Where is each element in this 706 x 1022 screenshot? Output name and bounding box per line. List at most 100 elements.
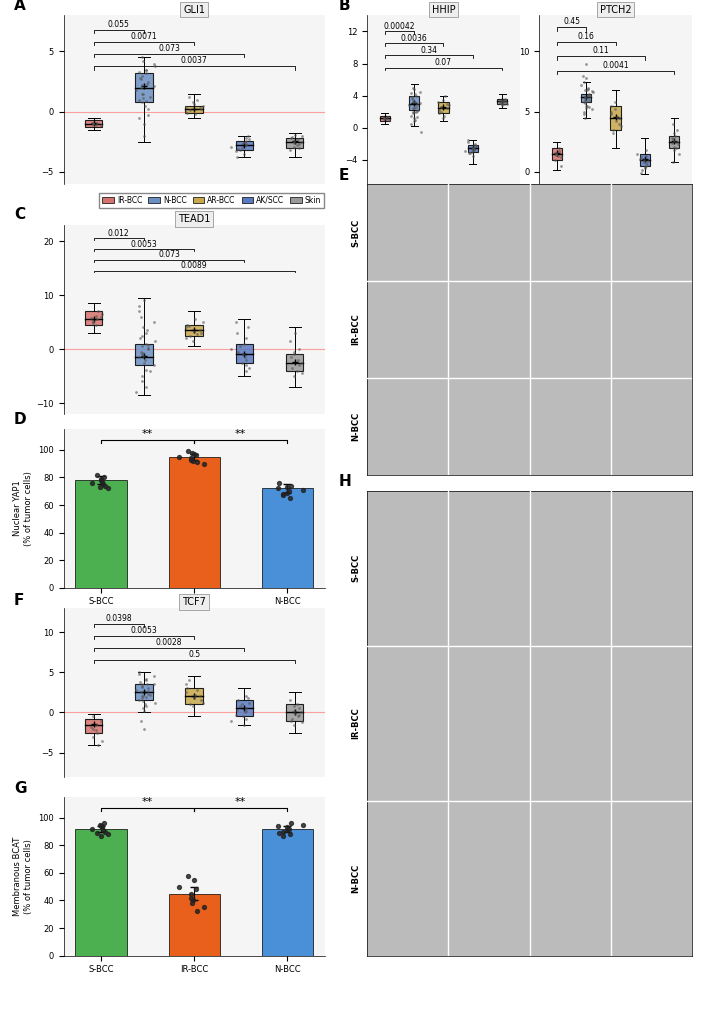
Point bbox=[605, 103, 616, 120]
Point bbox=[232, 702, 243, 718]
Point bbox=[288, 716, 299, 733]
Bar bbox=[438, 102, 448, 113]
Point bbox=[138, 355, 150, 371]
Point bbox=[186, 452, 197, 468]
Point bbox=[195, 325, 206, 341]
Point bbox=[87, 729, 98, 745]
Point bbox=[181, 685, 192, 701]
Point bbox=[298, 817, 309, 833]
Point bbox=[470, 138, 481, 154]
Point bbox=[134, 330, 145, 346]
Text: 0.45: 0.45 bbox=[563, 17, 580, 27]
Point bbox=[406, 89, 417, 105]
Point bbox=[134, 673, 145, 690]
Point bbox=[608, 122, 619, 138]
Point bbox=[141, 76, 152, 92]
Point bbox=[495, 94, 506, 110]
Point bbox=[583, 86, 594, 102]
Point bbox=[498, 95, 510, 111]
Point bbox=[143, 107, 154, 124]
Point bbox=[671, 122, 683, 138]
Text: 0.0028: 0.0028 bbox=[156, 639, 182, 648]
Bar bbox=[380, 115, 390, 121]
Point bbox=[610, 101, 621, 118]
Point bbox=[669, 133, 680, 149]
Point bbox=[91, 311, 102, 327]
Text: 0.073: 0.073 bbox=[158, 250, 180, 260]
Point bbox=[575, 77, 587, 93]
Point bbox=[460, 143, 471, 159]
Point bbox=[551, 144, 562, 160]
Point bbox=[286, 129, 297, 145]
Point bbox=[640, 155, 652, 172]
Point bbox=[240, 130, 251, 146]
Point bbox=[239, 146, 250, 162]
Point bbox=[185, 696, 196, 712]
Point bbox=[297, 714, 308, 731]
Point bbox=[133, 92, 145, 108]
Point bbox=[91, 466, 102, 482]
Point bbox=[642, 153, 653, 170]
Point bbox=[140, 61, 152, 78]
Point bbox=[135, 71, 146, 87]
Point bbox=[96, 306, 107, 322]
Point bbox=[667, 131, 678, 147]
Point bbox=[190, 881, 201, 897]
Point bbox=[180, 99, 191, 115]
Point bbox=[240, 330, 251, 346]
Point bbox=[285, 692, 296, 708]
Point bbox=[99, 469, 110, 485]
Point bbox=[606, 97, 617, 113]
Point bbox=[96, 117, 107, 133]
Point bbox=[243, 128, 254, 144]
Point bbox=[239, 350, 250, 366]
Point bbox=[138, 347, 149, 364]
Point bbox=[667, 154, 678, 171]
Point bbox=[138, 345, 149, 362]
Point bbox=[241, 133, 252, 149]
Point bbox=[133, 63, 144, 80]
Point bbox=[582, 88, 594, 104]
Point bbox=[136, 67, 148, 84]
Point bbox=[411, 108, 422, 125]
Point bbox=[414, 95, 426, 111]
Point bbox=[468, 139, 479, 155]
Point bbox=[437, 110, 448, 127]
Point bbox=[585, 88, 596, 104]
Point bbox=[136, 338, 148, 355]
Point bbox=[186, 885, 197, 901]
Point bbox=[92, 737, 103, 753]
Title: GLI1: GLI1 bbox=[183, 4, 205, 14]
Point bbox=[494, 93, 505, 109]
Point bbox=[184, 89, 195, 105]
Text: 0.16: 0.16 bbox=[578, 32, 594, 41]
Point bbox=[499, 92, 510, 108]
Point bbox=[468, 141, 479, 157]
Point bbox=[289, 698, 300, 714]
Point bbox=[496, 97, 508, 113]
Point bbox=[639, 151, 650, 168]
Title: HHIP: HHIP bbox=[431, 4, 455, 14]
Point bbox=[96, 820, 107, 836]
Point bbox=[136, 678, 148, 694]
Point bbox=[407, 103, 419, 120]
Point bbox=[103, 826, 114, 842]
Point bbox=[138, 292, 150, 309]
Point bbox=[188, 698, 199, 714]
Point bbox=[133, 665, 144, 682]
Text: **: ** bbox=[142, 429, 153, 438]
Point bbox=[582, 80, 593, 96]
Point bbox=[283, 483, 294, 500]
Point bbox=[189, 872, 200, 888]
Point bbox=[138, 53, 149, 69]
Point bbox=[88, 115, 99, 132]
Point bbox=[609, 94, 621, 110]
Point bbox=[285, 130, 297, 146]
Bar bbox=[85, 121, 102, 128]
Point bbox=[610, 113, 621, 130]
Point bbox=[282, 822, 293, 838]
Point bbox=[288, 133, 299, 149]
Point bbox=[240, 137, 251, 153]
Point bbox=[578, 94, 590, 110]
Point bbox=[415, 124, 426, 140]
